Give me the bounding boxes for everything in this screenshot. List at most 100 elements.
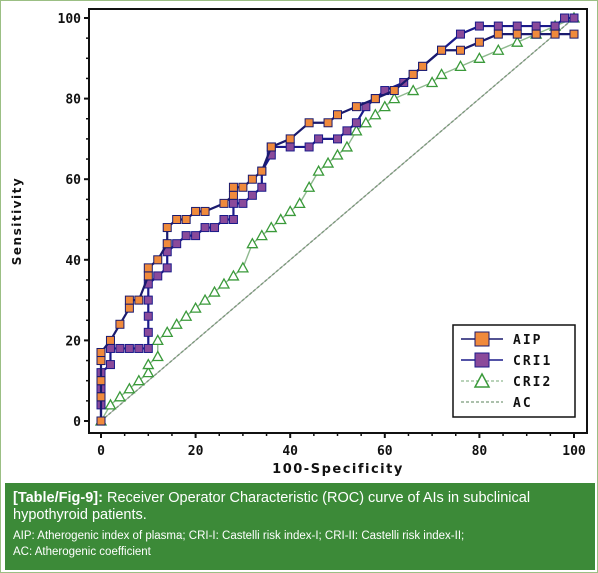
series-point-aip (172, 215, 182, 224)
legend-label-aip: AIP (513, 333, 542, 348)
series-point-cri2 (227, 269, 240, 281)
series-point-aip (228, 190, 238, 200)
legend-marker-aip (474, 331, 490, 347)
series-point-aip (228, 182, 238, 192)
series-point-cri1 (200, 223, 210, 233)
series-point-aip (181, 215, 191, 224)
series-point-cri2 (454, 60, 467, 72)
series-point-aip (96, 347, 106, 357)
y-tick-label-20: 20 (65, 334, 81, 349)
series-point-cri1 (333, 134, 342, 144)
series-point-cri1 (304, 142, 314, 152)
series-point-aip (389, 86, 399, 96)
series-point-cri2 (189, 301, 202, 313)
y-tick-label-100: 100 (58, 12, 82, 27)
series-point-cri1 (569, 13, 579, 23)
series-point-cri1 (228, 198, 238, 208)
series-point-cri1 (455, 29, 465, 39)
caption-note-line-1: AIP: Atherogenic index of plasma; CRI-I:… (13, 530, 465, 542)
x-tick-label-100: 100 (562, 444, 586, 459)
series-point-aip (162, 239, 172, 249)
series-point-cri2 (293, 197, 306, 209)
series-point-cri2 (492, 43, 505, 55)
series-point-aip (474, 37, 484, 47)
caption-text: Receiver Operator Characteristic (ROC) c… (13, 490, 531, 523)
series-point-cri1 (228, 215, 238, 224)
series-point-cri2 (142, 366, 155, 378)
series-point-aip (370, 94, 380, 104)
series-point-cri1 (153, 271, 163, 281)
series-point-aip (219, 198, 229, 208)
x-tick-label-60: 60 (377, 444, 393, 459)
series-point-cri2 (425, 76, 439, 88)
series-point-aip (191, 206, 201, 216)
series-point-aip (304, 118, 314, 128)
series-point-cri2 (388, 92, 401, 104)
series-point-aip (455, 45, 465, 55)
x-tick-label-40: 40 (282, 444, 298, 459)
series-point-aip (493, 29, 503, 39)
series-point-cri2 (265, 221, 278, 233)
series-point-cri2 (180, 309, 193, 321)
series-point-cri2 (208, 285, 221, 297)
series-point-cri2 (369, 108, 382, 120)
series-point-cri2 (104, 398, 117, 410)
series-point-aip (408, 69, 418, 79)
series-point-cri2 (284, 205, 297, 217)
legend-label-cri2: CRI2 (513, 375, 552, 390)
series-point-aip (266, 142, 276, 152)
caption-note-line-2: AC: Atherogenic coefficient (13, 546, 151, 558)
series-point-cri1 (105, 360, 115, 370)
series-point-aip (238, 182, 248, 192)
series-point-cri1 (143, 327, 153, 337)
series-point-cri2 (359, 116, 372, 128)
series-point-cri1 (247, 190, 257, 200)
series-point-aip (512, 29, 522, 39)
series-point-aip (96, 376, 106, 386)
series-point-cri1 (124, 343, 134, 353)
y-tick-label-40: 40 (65, 254, 81, 269)
series-point-aip (247, 174, 257, 184)
series-point-cri2 (132, 374, 145, 386)
series-point-aip (257, 166, 267, 176)
series-point-aip (550, 29, 560, 39)
y-tick-label-60: 60 (65, 173, 81, 188)
series-point-cri2 (340, 140, 354, 152)
series-point-cri1 (210, 223, 220, 233)
series-point-cri1 (143, 343, 153, 353)
series-point-aip (437, 45, 447, 55)
series-point-cri2 (473, 51, 486, 63)
roc-chart: 0 20 40 60 80 100 0 20 40 60 80 100 100-Specificity S… (10, 8, 588, 477)
series-point-aip (124, 303, 134, 313)
series-point-cri1 (257, 182, 267, 192)
legend-marker-cri2 (473, 372, 491, 388)
series-point-cri2 (123, 382, 136, 394)
series-point-cri1 (550, 21, 560, 31)
series-point-cri2 (151, 334, 164, 346)
series-point-cri2 (151, 350, 164, 362)
series-point-cri2 (321, 156, 335, 168)
series-point-cri1 (238, 198, 248, 208)
series-point-cri1 (314, 134, 324, 144)
series-point-cri1 (115, 343, 125, 353)
y-tick-label-80: 80 (65, 93, 81, 108)
series-point-aip (143, 271, 153, 281)
x-axis-label: 100-Specificity (272, 462, 404, 477)
series-point-aip (96, 392, 106, 402)
series-point-cri1 (191, 231, 201, 241)
series-point-aip (200, 206, 210, 216)
series-point-cri2 (255, 229, 268, 241)
series-point-cri2 (236, 261, 250, 273)
series-point-cri1 (342, 126, 352, 136)
series-point-cri1 (474, 21, 484, 31)
series-point-aip (153, 255, 163, 265)
legend-marker-cri1 (474, 352, 490, 368)
series-point-cri2 (217, 277, 231, 289)
series-point-cri1 (560, 13, 570, 23)
series-point-aip (333, 110, 342, 120)
series-point-cri1 (143, 295, 153, 305)
series-point-cri2 (407, 84, 420, 96)
series-point-aip (162, 223, 172, 233)
series-point-aip (569, 29, 579, 39)
